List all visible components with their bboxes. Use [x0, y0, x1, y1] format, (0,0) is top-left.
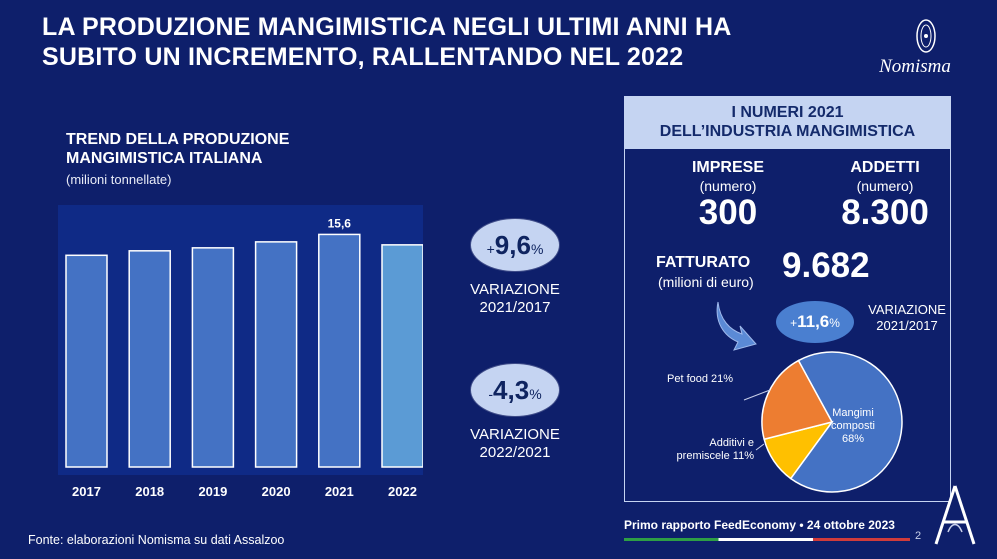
fatturato-variation-badge: +11,6%: [776, 301, 854, 343]
chart-subtitle: (milioni tonnellate): [66, 172, 172, 187]
pie-leader-line-pet: [743, 389, 771, 401]
nomisma-emblem-icon: [916, 19, 936, 53]
bar-2019: [191, 247, 235, 468]
source-note: Fonte: elaborazioni Nomisma su dati Assa…: [28, 533, 285, 547]
fatturato-unit: (milioni di euro): [658, 274, 754, 290]
pie-slice-2: [761, 359, 834, 441]
italian-flag-bar: [624, 538, 910, 541]
x-tick-2018: 2018: [135, 484, 164, 499]
panel-title: I NUMERI 2021 DELL’INDUSTRIA MANGIMISTICA: [625, 97, 950, 149]
bar-2022: [381, 244, 423, 468]
addetti-value: 8.300: [841, 193, 929, 232]
chart-title: TREND DELLA PRODUZIONE MANGIMISTICA ITAL…: [66, 131, 290, 167]
bar-chart: 15,6: [58, 205, 423, 475]
pie-label-additivi: Additivi e premiscele 11%: [676, 437, 754, 462]
x-tick-2021: 2021: [325, 484, 354, 499]
imprese-unit: (numero): [699, 178, 757, 194]
fatturato-value: 9.682: [782, 246, 870, 285]
pie-leader-line-additivi: [755, 443, 765, 451]
nomisma-logo: Nomisma: [879, 56, 951, 77]
pie-chart: [743, 351, 903, 493]
variation-label-1: VARIAZIONE 2021/2017: [470, 281, 560, 316]
pie-slice-0: [789, 351, 903, 493]
bar-2018: [128, 250, 171, 468]
x-tick-2022: 2022: [388, 484, 417, 499]
pie-label-mangimi: Mangimi composti 68%: [830, 407, 876, 445]
data-label-2021: 15,6: [328, 216, 352, 230]
variation-label-2: VARIAZIONE 2022/2021: [470, 426, 560, 461]
bar-2020: [254, 241, 298, 468]
page-number: 2: [915, 530, 922, 542]
imprese-label: IMPRESE: [691, 159, 764, 176]
imprese-value: 300: [698, 193, 758, 232]
report-footer: Primo rapporto FeedEconomy • 24 ottobre …: [624, 518, 895, 532]
page-title: LA PRODUZIONE MANGIMISTICA NEGLI ULTIMI …: [42, 13, 731, 71]
bar-2017: [65, 254, 108, 468]
x-axis-labels: 2017 2018 2019 2020 2021 2022: [72, 484, 417, 499]
x-tick-2017: 2017: [72, 484, 101, 499]
addetti-unit: (numero): [856, 178, 914, 194]
pie-label-pet-food: Pet food 21%: [667, 373, 734, 385]
variation-badge-1: +9,6%: [471, 219, 559, 271]
curved-arrow-icon: [716, 301, 757, 351]
fatturato-label: FATTURATO: [656, 254, 751, 271]
x-tick-2019: 2019: [198, 484, 227, 499]
addetti-label: ADDETTI: [850, 159, 920, 176]
x-tick-2020: 2020: [262, 484, 291, 499]
corner-a-logo-icon: [934, 485, 976, 545]
variation-badge-2: -4,3%: [471, 364, 559, 416]
numbers-panel: I NUMERI 2021 DELL’INDUSTRIA MANGIMISTICA: [624, 96, 951, 502]
bar-2021: [318, 233, 361, 468]
fatturato-variation-label: VARIAZIONE 2021/2017: [868, 302, 946, 333]
bar-chart-svg: 15,6: [65, 216, 423, 468]
